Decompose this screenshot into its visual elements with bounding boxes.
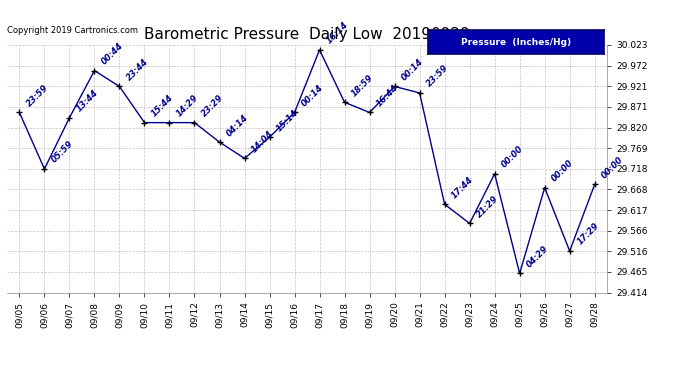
Text: 00:00: 00:00 xyxy=(500,144,526,170)
Text: 23:59: 23:59 xyxy=(25,83,50,108)
Text: 00:00: 00:00 xyxy=(600,155,626,180)
Text: 04:29: 04:29 xyxy=(525,244,551,269)
Text: 21:29: 21:29 xyxy=(475,194,500,219)
Text: 14:29: 14:29 xyxy=(175,93,200,118)
Text: 15:44: 15:44 xyxy=(150,93,175,118)
Text: 13:44: 13:44 xyxy=(75,88,100,114)
Text: 00:00: 00:00 xyxy=(550,158,575,183)
Text: 23:29: 23:29 xyxy=(200,93,226,118)
Text: Pressure  (Inches/Hg): Pressure (Inches/Hg) xyxy=(461,38,571,47)
Text: 05:59: 05:59 xyxy=(50,140,75,165)
Text: 00:44: 00:44 xyxy=(100,41,126,66)
Text: 23:44: 23:44 xyxy=(125,57,150,82)
Text: 15:14: 15:14 xyxy=(275,108,300,133)
Text: Copyright 2019 Cartronics.com: Copyright 2019 Cartronics.com xyxy=(7,26,138,35)
Text: 00:14: 00:14 xyxy=(300,83,326,108)
Text: 04:14: 04:14 xyxy=(225,112,250,138)
Text: 00:14: 00:14 xyxy=(400,57,426,82)
Text: 16:44: 16:44 xyxy=(375,83,400,108)
Text: 14:04: 14:04 xyxy=(250,129,275,154)
Text: 23:59: 23:59 xyxy=(425,63,451,89)
Text: 17:44: 17:44 xyxy=(450,175,475,200)
Text: 17:29: 17:29 xyxy=(575,222,600,247)
Text: 16:14: 16:14 xyxy=(325,20,351,46)
Title: Barometric Pressure  Daily Low  20190929: Barometric Pressure Daily Low 20190929 xyxy=(144,27,470,42)
Text: 18:59: 18:59 xyxy=(350,73,375,98)
